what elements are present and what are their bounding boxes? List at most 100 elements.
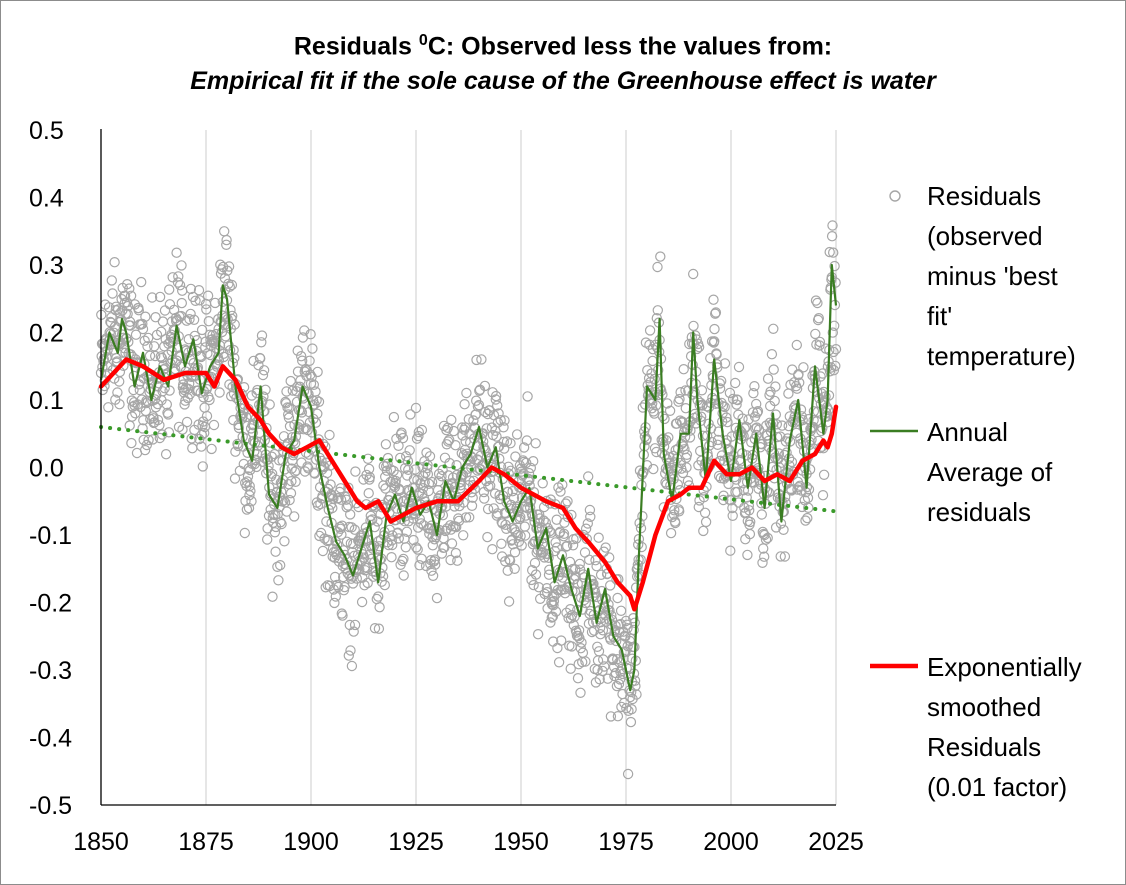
residual-point — [228, 344, 239, 356]
residual-point — [727, 510, 738, 521]
residual-point — [304, 355, 315, 366]
residual-point — [196, 324, 208, 336]
residual-point — [773, 448, 785, 459]
residual-point — [150, 402, 162, 413]
x-tick-label: 1900 — [283, 828, 339, 856]
residual-point — [297, 355, 308, 366]
axis-layer: 1850 1875 1900 1925 1950 1975 2000 2025 0.5 0.4 0.… — [29, 117, 864, 856]
residual-point — [516, 540, 527, 551]
residual-point — [244, 480, 255, 492]
residual-point — [671, 418, 682, 429]
residual-point — [138, 415, 149, 426]
residual-point — [142, 341, 153, 352]
residual-point — [154, 420, 165, 431]
residual-point — [162, 409, 174, 420]
residual-point — [147, 434, 158, 445]
residual-point — [655, 251, 666, 262]
residual-point — [182, 383, 194, 394]
legend-label-residuals: temperature) — [927, 341, 1076, 371]
legend-label-smoothed: Residuals — [927, 732, 1041, 762]
residual-point — [255, 402, 266, 413]
residual-point — [619, 697, 630, 709]
x-tick-label: 1850 — [73, 828, 129, 856]
x-tick-label: 1975 — [598, 828, 654, 856]
residual-point — [664, 405, 676, 416]
residual-point — [629, 675, 641, 686]
x-tick-label: 1950 — [493, 828, 549, 856]
residual-point — [649, 373, 660, 385]
residual-point — [652, 305, 664, 316]
residual-point — [768, 364, 779, 375]
residual-point — [695, 397, 706, 408]
residual-point — [155, 326, 167, 337]
residual-point — [681, 449, 693, 460]
residual-point — [677, 467, 689, 479]
residual-point — [208, 419, 220, 431]
residual-point — [359, 580, 370, 591]
residual-point — [455, 480, 466, 491]
residual-point — [229, 352, 240, 364]
residual-point — [343, 650, 354, 661]
y-tick-label: -0.1 — [29, 522, 72, 550]
y-tick-label: -0.2 — [29, 590, 72, 618]
residual-point — [256, 337, 267, 348]
residual-point — [426, 565, 437, 576]
residual-point — [154, 291, 166, 303]
residual-point — [346, 522, 357, 533]
residual-point — [413, 426, 424, 438]
residual-point — [393, 533, 404, 544]
residual-point — [612, 711, 624, 722]
residual-point — [168, 304, 180, 316]
residual-point — [393, 440, 404, 451]
residual-point — [284, 494, 295, 506]
residual-point — [273, 455, 285, 466]
residual-point — [682, 475, 694, 487]
y-tick-label: 0.5 — [29, 117, 64, 145]
residual-point — [331, 579, 343, 591]
residual-point — [313, 396, 325, 407]
residual-point — [647, 355, 658, 367]
residual-point — [270, 546, 281, 557]
residual-point — [625, 716, 637, 728]
residual-point — [584, 504, 596, 516]
residual-point — [103, 402, 114, 413]
residual-point — [796, 485, 807, 496]
residual-point — [314, 530, 325, 542]
residual-point — [498, 422, 509, 433]
residual-point — [652, 261, 663, 273]
residual-point — [693, 501, 705, 513]
residual-point — [509, 563, 520, 575]
residual-point — [487, 544, 498, 555]
residual-point — [198, 427, 210, 439]
residual-point — [337, 610, 348, 621]
residual-point — [177, 424, 188, 435]
residual-point — [482, 503, 494, 515]
legend-label-residuals: minus 'best — [927, 261, 1058, 291]
residual-point — [139, 335, 150, 346]
chart-subtitle: Empirical fit if the sole cause of the G… — [190, 67, 936, 96]
residual-point — [411, 542, 422, 553]
residual-point — [252, 384, 263, 396]
residual-point — [743, 500, 755, 511]
residual-point — [523, 473, 534, 485]
residual-point — [286, 476, 297, 487]
legend-label-residuals: fit' — [927, 301, 952, 331]
residual-point — [114, 308, 126, 319]
residual-point — [550, 537, 561, 548]
residual-point — [524, 474, 535, 485]
residual-point — [677, 437, 688, 448]
residual-point — [401, 451, 412, 462]
residual-point — [345, 645, 356, 656]
residual-point — [450, 547, 462, 559]
residual-point — [504, 554, 515, 565]
residual-point — [456, 448, 467, 459]
residual-point — [414, 560, 425, 571]
residual-point — [312, 366, 323, 378]
residual-point — [699, 507, 711, 518]
residual-point — [793, 369, 804, 380]
residual-point — [459, 399, 470, 410]
residual-point — [559, 588, 571, 599]
residual-point — [289, 511, 300, 522]
x-tick-label: 1875 — [178, 828, 234, 856]
residual-point — [386, 552, 397, 563]
